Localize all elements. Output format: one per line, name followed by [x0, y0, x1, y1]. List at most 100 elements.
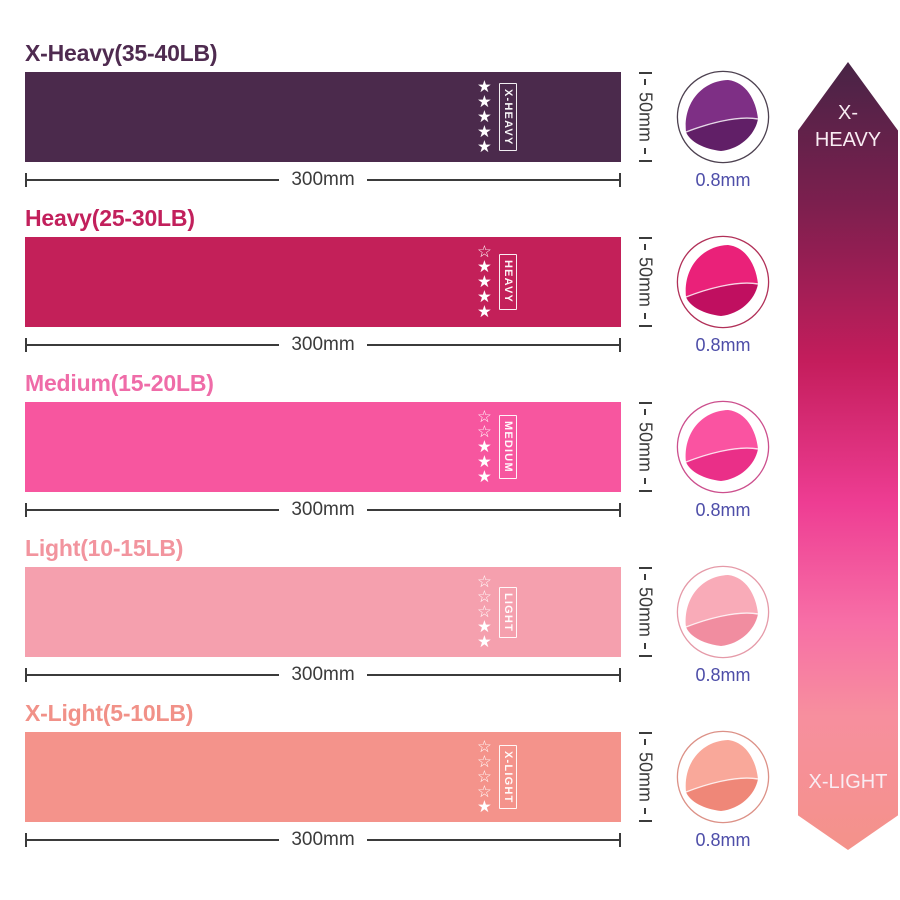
- band-title: Light(10-15LB): [25, 535, 184, 561]
- thickness-label: 0.8mm: [695, 500, 751, 520]
- scale-bottom-label: X-LIGHT: [808, 771, 888, 793]
- dimension-line: [644, 79, 646, 86]
- width-dimension-label: 300mm: [291, 169, 355, 190]
- star-filled-icon: ★: [477, 92, 492, 111]
- dimension-tick-icon: [638, 732, 652, 734]
- scale-top-label: X-HEAVY: [814, 102, 882, 151]
- dimension-line: [366, 179, 620, 181]
- width-dimension-label: 300mm: [291, 334, 355, 355]
- star-rating: ☆ ☆ ★ ★ ★: [477, 408, 492, 485]
- dimension-line: [366, 344, 620, 346]
- star-rating: ☆ ☆ ☆ ★ ★: [477, 572, 492, 651]
- height-dimension-label: 50mm: [635, 751, 656, 802]
- star-filled-icon: ★: [477, 452, 492, 471]
- star-outline-icon: ☆: [477, 587, 492, 606]
- dimension-tick-icon: [638, 489, 652, 492]
- dimension-tick-icon: [25, 338, 27, 352]
- dimension-line: [366, 839, 620, 841]
- dimension-line: [644, 313, 646, 320]
- star-filled-icon: ★: [477, 287, 492, 306]
- dimension-line: [644, 739, 646, 746]
- resistance-band-graphic: ☆ ★ ★ ★ ★ HEAVY: [25, 237, 621, 327]
- width-dimension-label: 300mm: [291, 664, 355, 685]
- dimension-tick-icon: [25, 668, 27, 682]
- resistance-band-graphic: ☆ ☆ ☆ ☆ ★ X-LIGHT: [25, 732, 621, 822]
- height-dimension-label: 50mm: [635, 91, 656, 142]
- star-filled-icon: ★: [477, 617, 492, 636]
- dimension-line: [644, 808, 646, 815]
- dimension-line: [27, 344, 280, 346]
- dimension-tick-icon: [638, 324, 652, 327]
- band-mark: ☆ ★ ★ ★ ★ HEAVY: [477, 237, 517, 327]
- dimension-line: [644, 643, 646, 650]
- dimension-tick-icon: [619, 833, 622, 847]
- height-dimension: 50mm: [627, 237, 663, 327]
- star-filled-icon: ★: [477, 107, 492, 126]
- star-outline-icon: ☆: [477, 422, 492, 441]
- band-mark: ☆ ☆ ☆ ★ ★ LIGHT: [477, 567, 517, 657]
- star-outline-icon: ☆: [477, 602, 492, 621]
- star-outline-icon: ☆: [477, 572, 492, 591]
- dimension-tick-icon: [638, 159, 652, 162]
- band-tag-label: X-HEAVY: [498, 82, 517, 152]
- thickness-thumbnail: 0.8mm: [676, 730, 770, 851]
- height-dimension-label: 50mm: [635, 421, 656, 472]
- dimension-line: [644, 409, 646, 416]
- dimension-tick-icon: [25, 833, 27, 847]
- star-filled-icon: ★: [477, 632, 492, 651]
- thickness-label: 0.8mm: [695, 830, 751, 850]
- thickness-label: 0.8mm: [695, 170, 751, 190]
- width-dimension: 300mm: [25, 499, 622, 521]
- width-dimension-label: 300mm: [291, 829, 355, 850]
- dimension-line: [644, 478, 646, 485]
- width-dimension: 300mm: [25, 334, 622, 356]
- dimension-tick-icon: [638, 819, 652, 822]
- dimension-line: [644, 574, 646, 581]
- star-outline-icon: ☆: [477, 737, 492, 756]
- width-dimension: 300mm: [25, 169, 622, 191]
- dimension-line: [644, 148, 646, 155]
- folded-band-icon: [676, 565, 770, 659]
- strength-scale-arrow: X-HEAVY X-LIGHT: [798, 62, 898, 850]
- dimension-tick-icon: [25, 173, 27, 187]
- star-filled-icon: ★: [477, 257, 492, 276]
- star-outline-icon: ☆: [477, 242, 492, 261]
- height-dimension: 50mm: [627, 402, 663, 492]
- star-filled-icon: ★: [477, 437, 492, 456]
- dimension-tick-icon: [619, 338, 622, 352]
- height-dimension: 50mm: [627, 732, 663, 822]
- height-dimension-label: 50mm: [635, 256, 656, 307]
- star-filled-icon: ★: [477, 302, 492, 321]
- band-title: Medium(15-20LB): [25, 370, 214, 396]
- dimension-line: [27, 674, 280, 676]
- height-dimension-label: 50mm: [635, 586, 656, 637]
- thickness-thumbnail: 0.8mm: [676, 565, 770, 686]
- star-filled-icon: ★: [477, 77, 492, 96]
- folded-band-icon: [676, 730, 770, 824]
- dimension-line: [27, 509, 280, 511]
- folded-band-icon: [676, 400, 770, 494]
- band-tag-label: HEAVY: [498, 254, 517, 310]
- dimension-tick-icon: [638, 654, 652, 657]
- star-rating: ★ ★ ★ ★ ★: [477, 77, 492, 156]
- star-filled-icon: ★: [477, 137, 492, 156]
- resistance-band-graphic: ☆ ☆ ★ ★ ★ MEDIUM: [25, 402, 621, 492]
- band-title: X-Heavy(35-40LB): [25, 40, 218, 66]
- folded-band-icon: [676, 235, 770, 329]
- star-rating: ☆ ★ ★ ★ ★: [477, 242, 492, 321]
- thickness-label: 0.8mm: [695, 665, 751, 685]
- thickness-thumbnail: 0.8mm: [676, 70, 770, 191]
- band-section: Medium(15-20LB) ☆ ☆ ★ ★ ★ MEDIUM 300mm 50mm: [0, 368, 900, 533]
- star-outline-icon: ☆: [477, 752, 492, 771]
- folded-band-icon: [676, 70, 770, 164]
- star-outline-icon: ☆: [477, 767, 492, 786]
- band-section: X-Light(5-10LB) ☆ ☆ ☆ ☆ ★ X-LIGHT 300mm 50mm: [0, 698, 900, 863]
- thickness-thumbnail: 0.8mm: [676, 235, 770, 356]
- band-tag-label: X-LIGHT: [498, 744, 517, 810]
- resistance-band-graphic: ★ ★ ★ ★ ★ X-HEAVY: [25, 72, 621, 162]
- dimension-line: [366, 509, 620, 511]
- star-rating: ☆ ☆ ☆ ☆ ★: [477, 737, 492, 815]
- band-section: Light(10-15LB) ☆ ☆ ☆ ★ ★ LIGHT 300mm 50mm: [0, 533, 900, 698]
- dimension-tick-icon: [619, 503, 622, 517]
